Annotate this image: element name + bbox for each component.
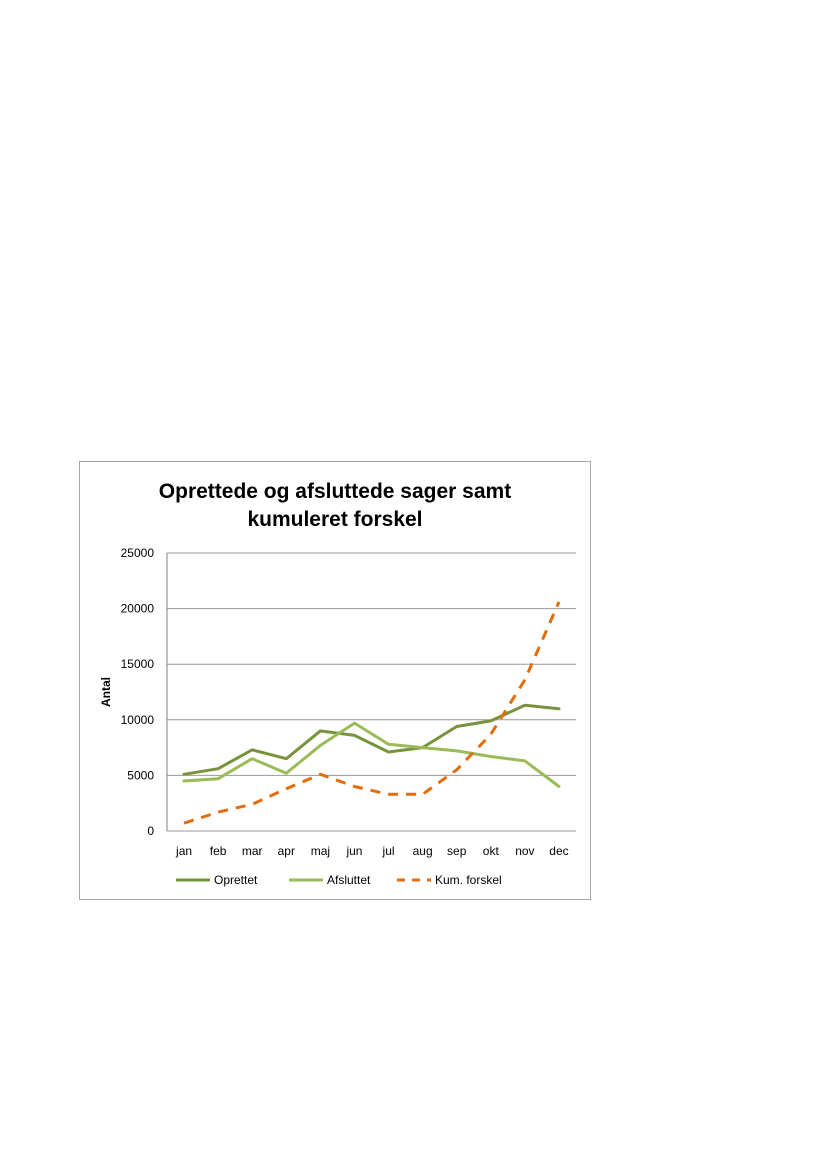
x-tick-jun: jun [345,844,362,858]
chart-title: Oprettede og afsluttede sager samt kumul… [80,478,590,534]
y-tick-15000: 15000 [121,657,155,671]
chart-frame: Oprettede og afsluttede sager samt kumul… [79,461,591,900]
y-tick-10000: 10000 [121,713,155,727]
x-tick-jul: jul [382,844,395,858]
x-tick-okt: okt [483,844,500,858]
x-tick-labels: jan feb mar apr maj jun jul aug sep okt nov dec [175,844,569,858]
chart-svg: 0 5000 10000 15000 20000 25000 jan feb mar apr ma… [99,546,576,887]
y-axis-label: Antal [99,677,113,707]
x-tick-aug: aug [413,844,433,858]
legend-label-1: Afsluttet [327,873,371,887]
x-tick-mar: mar [242,844,263,858]
x-tick-maj: maj [311,844,330,858]
legend-label-2: Kum. forskel [435,873,502,887]
x-tick-sep: sep [447,844,467,858]
series-line-kum-forskel [183,601,561,825]
y-tick-25000: 25000 [121,546,155,560]
y-tick-0: 0 [147,824,154,838]
y-tick-5000: 5000 [127,768,154,782]
series-lines [182,601,561,825]
legend-label-0: Oprettet [214,873,258,887]
legend: Oprettet Afsluttet Kum. forskel [176,873,502,887]
gridlines [166,552,576,832]
x-tick-dec: dec [549,844,568,858]
x-tick-jan: jan [175,844,192,858]
x-tick-nov: nov [515,844,534,858]
series-line-oprettet [182,703,561,776]
x-tick-apr: apr [278,844,295,858]
y-tick-labels: 0 5000 10000 15000 20000 25000 [121,546,155,838]
chart-title-line-2: kumuleret forskel [247,508,423,531]
x-tick-feb: feb [210,844,227,858]
y-tick-20000: 20000 [121,602,155,616]
chart-title-line-1: Oprettede og afsluttede sager samt [158,480,512,503]
series-line-afsluttet [182,721,561,788]
